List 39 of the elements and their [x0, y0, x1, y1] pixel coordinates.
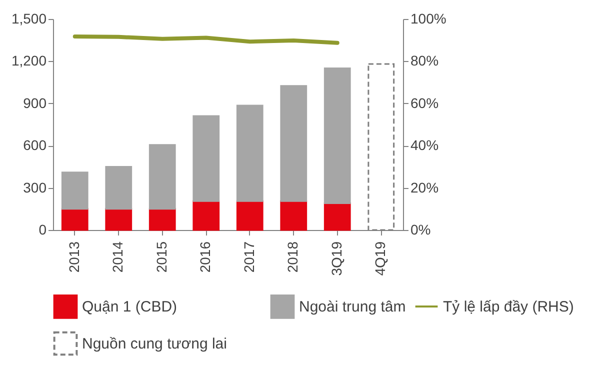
- x-tick-label: 2017: [240, 241, 257, 273]
- y2-tick-label: 40%: [410, 137, 439, 154]
- x-tick-label: 2016: [197, 241, 214, 273]
- x-tick-label: 2013: [66, 241, 82, 273]
- y-tick-label: 900: [23, 94, 47, 111]
- legend-label: Ngoài trung tâm: [299, 298, 406, 316]
- bar: [236, 200, 264, 231]
- y2-tick-label: 20%: [410, 179, 439, 196]
- line-series: [72, 34, 340, 45]
- bar: [61, 208, 88, 231]
- y-tick-label: 0: [38, 222, 47, 238]
- x-tick-label: 3Q19: [328, 241, 344, 276]
- y-tick-label: 600: [23, 137, 47, 154]
- bar: [61, 172, 88, 210]
- x-tick-label: 2014: [110, 241, 126, 273]
- y-tick-label: 300: [23, 179, 47, 196]
- y2-tick-label: 100%: [410, 10, 446, 26]
- bar: [105, 208, 132, 231]
- bar: [148, 208, 176, 231]
- y2-tick-label: 60%: [410, 94, 439, 111]
- legend-label: Nguồn cung tương lai: [82, 336, 227, 352]
- x-tick-label: 4Q19: [372, 241, 388, 276]
- legend-label: Tỷ lệ lấp đầy (RHS): [443, 298, 574, 316]
- bar: [236, 104, 264, 202]
- y2-tick-label: 0%: [410, 222, 431, 238]
- bar: [192, 200, 220, 231]
- bar: [148, 144, 176, 210]
- y-tick-label: 1,500: [11, 10, 47, 26]
- bar: [324, 67, 351, 204]
- bar: [280, 85, 308, 202]
- y2-tick-label: 80%: [410, 52, 439, 69]
- x-tick-label: 2018: [284, 241, 301, 273]
- bar: [324, 202, 351, 231]
- bar: [192, 115, 220, 202]
- bar: [280, 200, 308, 231]
- bar: [105, 166, 132, 210]
- x-tick-label: 2015: [153, 241, 170, 273]
- y-tick-label: 1,200: [11, 52, 47, 69]
- legend-label: Quận 1 (CBD): [82, 298, 178, 316]
